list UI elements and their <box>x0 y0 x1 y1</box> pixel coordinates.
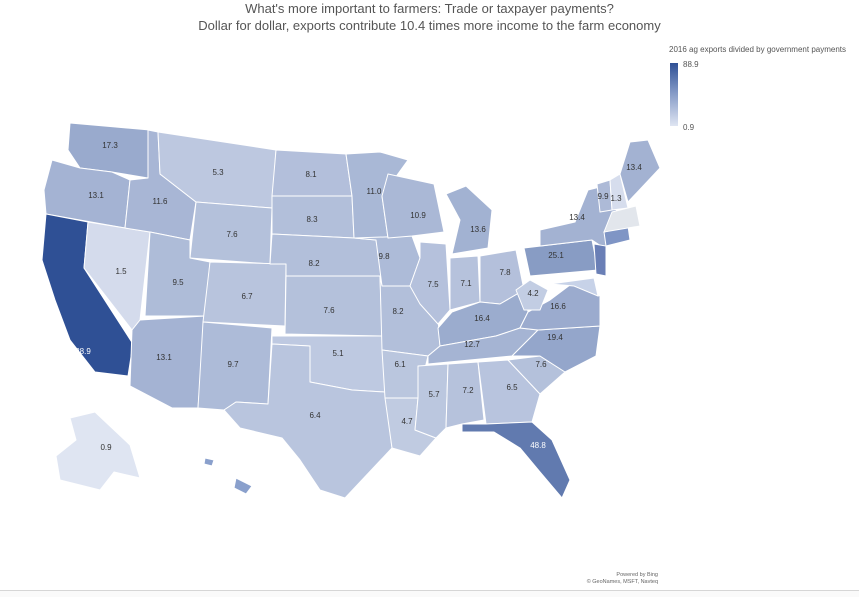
state-ms[interactable] <box>414 363 449 439</box>
state-value-label-ok: 5.1 <box>332 349 344 358</box>
state-ak[interactable] <box>55 411 141 491</box>
state-value-label-ms: 5.7 <box>428 390 440 399</box>
state-value-label-id: 11.6 <box>153 197 169 206</box>
state-il[interactable] <box>409 241 451 325</box>
state-value-label-sc: 7.6 <box>535 360 547 369</box>
state-value-label-wi: 10.9 <box>410 211 426 220</box>
state-fl[interactable] <box>461 421 571 499</box>
map-credit-powered-by: Powered by Bing <box>616 572 658 578</box>
chart-title: What's more important to farmers: Trade … <box>245 1 614 16</box>
state-tx[interactable] <box>223 343 393 499</box>
state-value-label-ky: 16.4 <box>474 314 490 323</box>
state-value-label-vt: 9.9 <box>597 192 609 201</box>
state-value-label-tn: 12.7 <box>464 340 480 349</box>
state-value-label-pa: 25.1 <box>548 251 564 260</box>
state-value-label-wy: 7.6 <box>226 230 238 239</box>
state-ne[interactable] <box>269 233 383 277</box>
state-ga[interactable] <box>477 359 541 425</box>
state-value-label-la: 4.7 <box>401 417 413 426</box>
nj-shape <box>593 243 607 277</box>
state-value-label-me: 13.4 <box>626 163 642 172</box>
state-mi[interactable] <box>445 185 493 255</box>
state-value-label-ar: 6.1 <box>394 360 406 369</box>
state-value-label-il: 7.5 <box>427 280 439 289</box>
state-value-label-nc: 19.4 <box>547 333 563 342</box>
state-value-label-ca: 88.9 <box>75 347 91 356</box>
hawaii-islands <box>203 457 253 495</box>
bottom-scrollbar-strip <box>0 590 859 597</box>
state-value-label-wa: 17.3 <box>102 141 118 150</box>
state-value-label-ny: 13.4 <box>569 213 585 222</box>
state-value-label-az: 13.1 <box>156 353 172 362</box>
state-az[interactable] <box>129 315 206 409</box>
state-value-label-tx: 6.4 <box>309 411 321 420</box>
state-value-label-nd: 8.1 <box>305 170 317 179</box>
legend-title: 2016 ag exports divided by government pa… <box>669 45 846 54</box>
state-value-label-ne: 8.2 <box>308 259 320 268</box>
state-value-label-ak: 0.9 <box>100 443 112 452</box>
state-value-label-co: 6.7 <box>241 292 253 301</box>
state-value-label-wv: 4.2 <box>527 289 539 298</box>
state-value-label-va: 16.6 <box>550 302 566 311</box>
state-wv[interactable] <box>515 279 549 311</box>
ma-shape <box>603 205 641 233</box>
state-al[interactable] <box>445 361 485 429</box>
state-me[interactable] <box>619 139 661 203</box>
state-value-label-nh: 1.3 <box>610 194 622 203</box>
state-value-label-or: 13.1 <box>88 191 104 200</box>
legend-color-ramp <box>670 63 678 126</box>
md-de-shape <box>549 277 599 297</box>
state-value-label-mo: 8.2 <box>392 307 404 316</box>
state-value-label-ut: 9.5 <box>172 278 184 287</box>
state-value-label-in: 7.1 <box>460 279 472 288</box>
state-wi[interactable] <box>381 173 445 239</box>
state-value-label-nm: 9.7 <box>227 360 239 369</box>
state-value-label-ga: 6.5 <box>506 383 518 392</box>
state-value-label-ks: 7.6 <box>323 306 335 315</box>
state-value-label-mt: 5.3 <box>212 168 224 177</box>
map-credit-sources: © GeoNames, MSFT, Navteq <box>586 579 658 585</box>
chart-subtitle: Dollar for dollar, exports contribute 10… <box>198 18 661 33</box>
state-value-label-nv: 1.5 <box>115 267 127 276</box>
state-value-label-fl: 48.8 <box>530 441 546 450</box>
state-value-label-sd: 8.3 <box>306 215 318 224</box>
state-value-label-oh: 7.8 <box>499 268 511 277</box>
state-value-label-al: 7.2 <box>462 386 474 395</box>
state-value-label-mi: 13.6 <box>470 225 486 234</box>
legend-min-label: 0.9 <box>683 123 695 132</box>
state-value-label-ia: 9.8 <box>378 252 390 261</box>
state-value-label-mn: 11.0 <box>367 187 383 196</box>
legend-max-label: 88.9 <box>683 60 699 69</box>
